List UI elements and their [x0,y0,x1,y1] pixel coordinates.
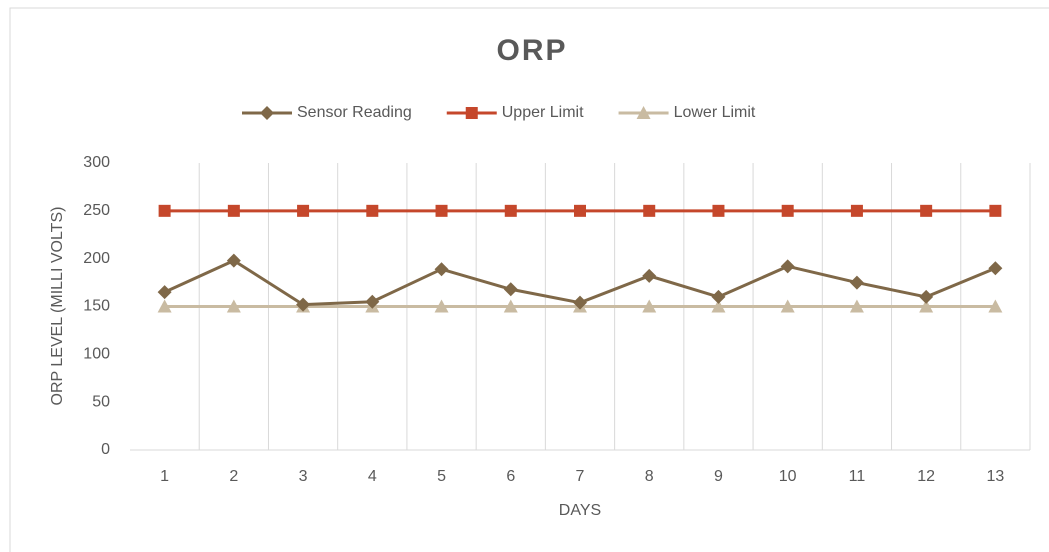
marker-diamond [260,106,274,120]
chart-title: ORP [496,34,567,67]
y-tick-label: 0 [101,441,110,458]
marker-triangle [780,299,795,313]
x-tick-label: 6 [506,468,515,485]
y-tick-label: 50 [92,393,110,410]
marker-square [574,204,586,217]
x-tick-label: 11 [849,468,866,485]
marker-diamond [573,295,587,310]
marker-diamond [434,262,449,277]
marker-square [297,204,310,217]
marker-diamond [919,289,934,304]
marker-triangle [226,299,241,313]
y-tick-label: 150 [83,298,110,315]
marker-triangle [988,299,1003,313]
x-tick-label: 9 [714,468,723,485]
marker-diamond [226,253,241,268]
legend-label: Upper Limit [502,104,584,121]
marker-triangle [642,299,657,313]
marker-diamond [849,275,864,290]
marker-square [920,204,933,217]
marker-diamond [157,285,172,300]
marker-diamond [503,282,518,297]
marker-diamond [296,297,311,312]
marker-triangle [157,299,172,313]
x-tick-label: 4 [368,468,377,485]
y-tick-label: 300 [83,154,110,171]
marker-triangle [503,299,518,313]
y-tick-label: 100 [83,346,110,363]
marker-diamond [642,268,657,283]
marker-square [850,204,863,217]
marker-square [366,204,379,217]
x-tick-label: 7 [576,468,585,485]
marker-triangle [849,299,864,313]
x-tick-label: 5 [437,468,446,485]
marker-diamond [988,261,1003,276]
x-tick-label: 8 [645,468,654,485]
marker-square [435,204,448,217]
y-axis-label: ORP LEVEL (MILLI VOLTS) [49,207,66,406]
marker-square [504,204,517,217]
marker-square [465,107,478,119]
x-axis-label: DAYS [559,502,601,519]
legend-label: Sensor Reading [297,104,412,121]
legend-label: Lower Limit [674,104,756,121]
marker-diamond [780,259,795,274]
x-tick-label: 3 [299,468,308,485]
x-tick-label: 12 [917,468,935,485]
y-tick-label: 200 [83,250,110,267]
marker-square [781,204,794,217]
marker-square [227,204,240,217]
marker-triangle [711,299,726,313]
x-tick-label: 2 [229,468,238,485]
x-tick-label: 1 [160,468,169,485]
marker-square [158,204,171,217]
x-tick-label: 10 [779,468,797,485]
marker-square [989,204,1002,217]
marker-triangle [636,106,651,119]
marker-triangle [434,299,449,313]
y-tick-label: 250 [83,202,110,219]
marker-square [712,204,725,217]
x-tick-label: 13 [986,468,1004,485]
marker-diamond [711,289,726,304]
marker-square [643,204,656,217]
marker-diamond [365,294,380,309]
marker-triangle [919,299,934,313]
chart-border [9,7,1049,552]
